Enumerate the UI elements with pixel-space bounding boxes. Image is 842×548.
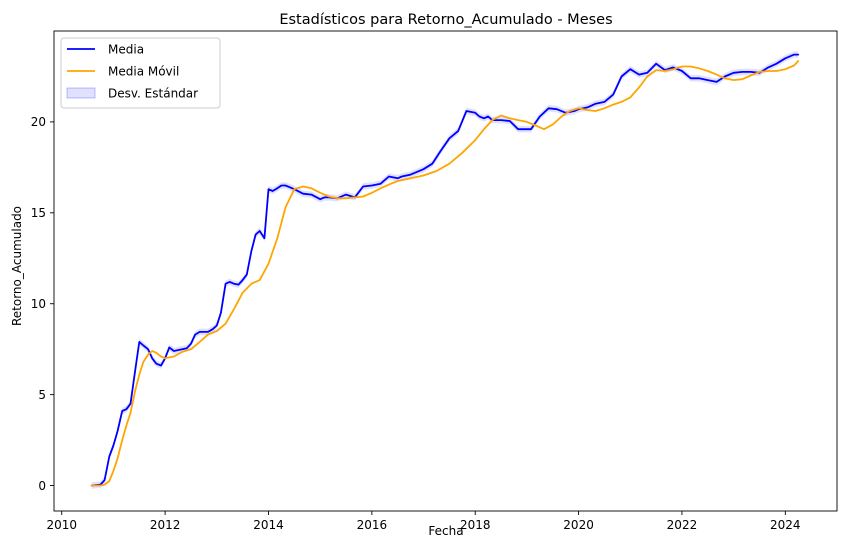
legend-label: Media <box>108 42 144 56</box>
legend-label: Media Móvil <box>108 64 179 78</box>
y-tick-label: 10 <box>31 297 46 311</box>
plot-area <box>90 51 800 489</box>
media-line <box>90 53 800 487</box>
x-tick-label: 2014 <box>253 518 284 532</box>
legend: Media Media Móvil Desv. Estándar <box>60 37 221 109</box>
legend-swatch-band <box>66 87 96 99</box>
x-tick-label: 2024 <box>770 518 801 532</box>
x-tick-label: 2012 <box>150 518 181 532</box>
x-tick-label: 2016 <box>357 518 388 532</box>
x-tick-label: 2020 <box>563 518 594 532</box>
x-axis: 2010 2012 2014 2016 2018 2020 2022 2024 <box>46 511 801 532</box>
y-axis-label: Retorno_Acumulado <box>10 206 24 326</box>
legend-label: Desv. Estándar <box>108 86 198 100</box>
plot-frame <box>53 30 838 512</box>
x-tick-label: 2018 <box>460 518 491 532</box>
x-tick-label: 2010 <box>46 518 77 532</box>
legend-box <box>60 37 221 109</box>
x-axis-label: Fecha <box>428 524 463 538</box>
y-tick-label: 0 <box>38 479 46 493</box>
y-tick-label: 5 <box>38 388 46 402</box>
y-tick-label: 15 <box>31 206 46 220</box>
chart-title: Estadísticos para Retorno_Acumulado - Me… <box>279 12 612 28</box>
y-axis: 0 5 10 15 20 <box>31 115 54 493</box>
y-tick-label: 20 <box>31 115 46 129</box>
media-movil-line <box>90 60 800 487</box>
x-tick-label: 2022 <box>667 518 698 532</box>
